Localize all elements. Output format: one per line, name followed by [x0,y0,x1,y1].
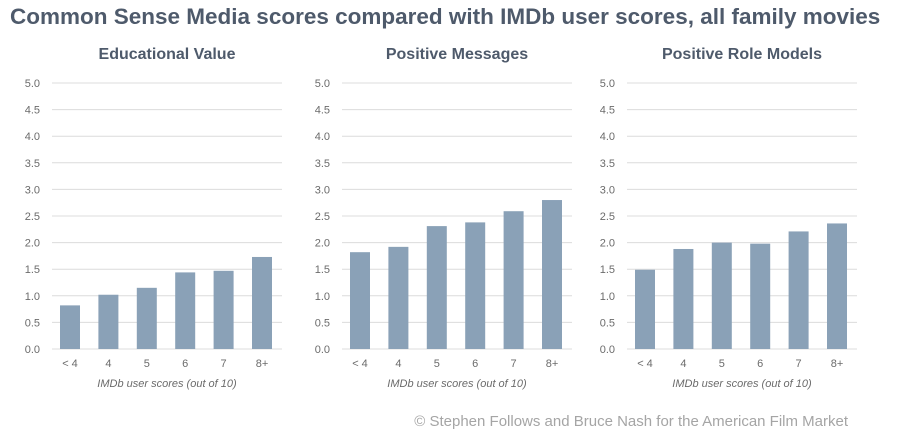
bar-5 [213,270,234,349]
bar-1 [60,305,80,349]
x-tick-label: 8+ [546,358,559,370]
bar-6 [542,200,562,349]
chart-positive-messages: Positive Messages 0.0 0.5 1.0 1.5 2.0 2.5 3.0 3.… [315,46,572,390]
x-tick-label: 6 [472,358,478,370]
y-tick-label: 4.0 [600,131,615,143]
x-tick-label: < 4 [62,358,78,370]
chart-title: Positive Role Models [662,46,822,63]
y-tick-label: 1.5 [315,264,330,276]
bar-6 [252,256,272,349]
y-tick-label: 2.0 [315,238,330,250]
x-axis-label: IMDb user scores (out of 10) [672,378,812,390]
y-tick-label: 3.0 [600,184,615,196]
y-tick-label: 3.5 [600,158,615,170]
chart-educational-value: Educational Value 0.0 0.5 1.0 1.5 2.0 2.5 3.0 3.… [25,46,282,390]
bar-4 [750,243,771,349]
bar-4 [175,272,196,349]
bar-3 [136,287,157,349]
main-title: Common Sense Media scores compared with … [10,4,881,29]
credit-line: © Stephen Follows and Bruce Nash for the… [414,413,848,430]
x-tick-label: 6 [182,358,188,370]
y-tick-label: 4.0 [25,131,40,143]
y-tick-label: 5.0 [600,78,615,90]
y-tick-label: 5.0 [25,78,40,90]
y-tick-label: 0.0 [315,344,330,356]
bar-4 [465,222,486,349]
bar-2 [388,246,409,349]
x-tick-label: 7 [796,358,802,370]
x-tick-label: 8+ [831,358,844,370]
bar-6 [827,223,847,349]
chart-positive-role-models: Positive Role Models 0.0 0.5 1.0 1.5 2.0 2.5 3.… [600,46,857,390]
bar-1 [350,252,370,349]
y-tick-label: 1.0 [25,291,40,303]
y-tick-label: 2.5 [25,211,40,223]
x-tick-label: 5 [719,358,725,370]
x-axis-label: IMDb user scores (out of 10) [387,378,527,390]
bar-5 [503,211,524,349]
x-tick-label: 8+ [256,358,269,370]
y-tick-label: 0.5 [600,317,615,329]
y-tick-label: 0.0 [600,344,615,356]
y-tick-label: 1.5 [25,264,40,276]
bar-2 [673,248,694,349]
y-tick-label: 5.0 [315,78,330,90]
y-tick-label: 3.0 [25,184,40,196]
y-tick-label: 2.0 [600,238,615,250]
bar-3 [426,226,447,349]
x-tick-label: 5 [144,358,150,370]
chart-title: Positive Messages [386,46,528,63]
y-tick-label: 4.5 [25,105,40,117]
y-tick-label: 4.5 [315,105,330,117]
x-tick-label: 6 [757,358,763,370]
y-tick-label: 0.0 [25,344,40,356]
x-tick-label: 4 [680,358,686,370]
y-tick-label: 0.5 [315,317,330,329]
x-tick-label: < 4 [637,358,653,370]
chart-title: Educational Value [99,46,236,63]
x-tick-label: < 4 [352,358,368,370]
y-tick-label: 0.5 [25,317,40,329]
y-tick-label: 2.5 [600,211,615,223]
y-tick-label: 1.0 [315,291,330,303]
x-tick-label: 5 [434,358,440,370]
y-tick-label: 3.0 [315,184,330,196]
bar-5 [788,231,809,349]
x-tick-label: 4 [105,358,111,370]
y-tick-label: 3.5 [25,158,40,170]
y-tick-label: 4.5 [600,105,615,117]
y-tick-label: 4.0 [315,131,330,143]
x-tick-label: 7 [221,358,227,370]
x-axis-label: IMDb user scores (out of 10) [97,378,237,390]
y-tick-label: 2.5 [315,211,330,223]
y-tick-label: 1.5 [600,264,615,276]
x-tick-label: 7 [511,358,517,370]
y-tick-label: 2.0 [25,238,40,250]
y-tick-label: 1.0 [600,291,615,303]
bar-3 [711,242,732,349]
bar-2 [98,294,119,349]
x-tick-label: 4 [395,358,401,370]
bar-1 [635,269,655,349]
y-tick-label: 3.5 [315,158,330,170]
